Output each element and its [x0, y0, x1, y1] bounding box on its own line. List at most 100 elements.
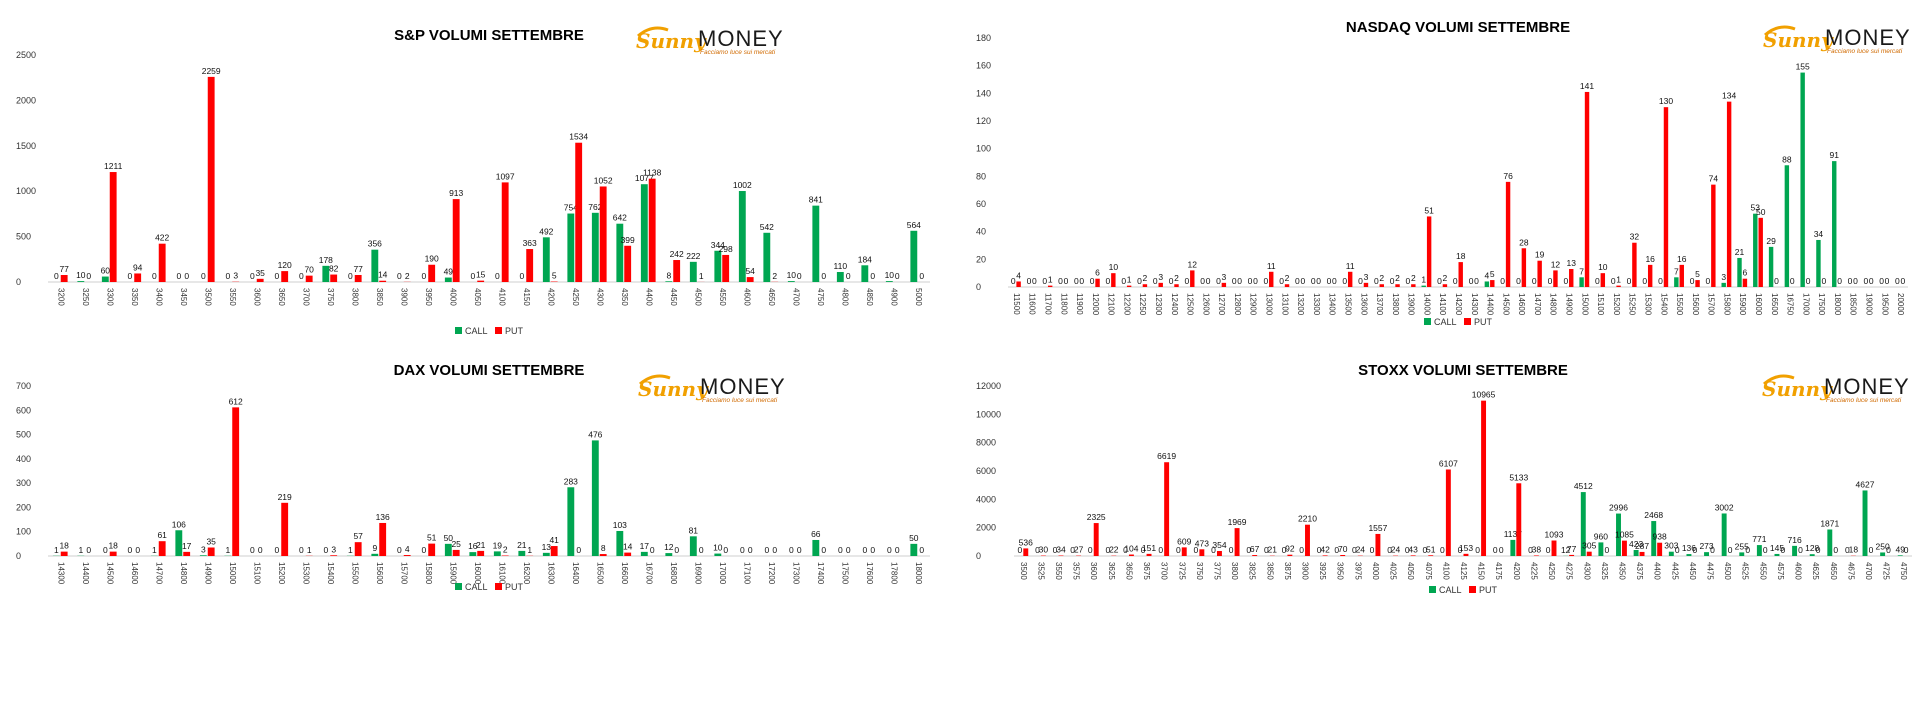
nasdaq-bar-put: [1411, 284, 1416, 287]
nasdaq-bar-call: [1579, 277, 1584, 287]
dax-y-tick-label: 700: [16, 381, 31, 391]
dax-data-label-put: 18: [108, 541, 118, 551]
stoxx-data-label-put: 2210: [1298, 514, 1317, 524]
dax-category-label: 15000: [228, 562, 237, 585]
sp-category-label: 4050: [473, 288, 482, 306]
dax-category-label: 16200: [522, 562, 531, 585]
nasdaq-category-label: 15000: [1580, 293, 1589, 316]
stoxx-data-label-put: 0: [1781, 545, 1786, 555]
sp-data-label-call: 0: [176, 271, 181, 281]
stoxx-category-label: 4200: [1512, 562, 1521, 580]
nasdaq-category-label: 11700: [1043, 293, 1052, 315]
dax-bar-put: [624, 552, 632, 556]
nasdaq-data-label-call: 0: [1342, 276, 1347, 286]
stoxx-data-label-put: 0: [1604, 545, 1609, 555]
nasdaq-data-label-call: 21: [1735, 247, 1745, 257]
stoxx-bar-put: [1128, 554, 1134, 556]
nasdaq-bar-put: [1347, 271, 1353, 287]
sp-data-label-put: 1097: [496, 171, 515, 181]
stoxx-data-label-call: 0: [1229, 545, 1234, 555]
sp-data-label-put: 1052: [594, 175, 613, 185]
stoxx-bar-call: [1668, 551, 1674, 556]
sp-data-label-put: 1: [699, 271, 704, 281]
stoxx-data-label-put: 51: [1426, 544, 1436, 554]
stoxx-data-label-put: 43: [1408, 544, 1418, 554]
stoxx-data-label-call: 255: [1735, 541, 1749, 551]
dax-data-label-put: 0: [919, 545, 924, 555]
nasdaq-data-label-put: 10: [1109, 262, 1119, 272]
sp-data-label-put: 54: [745, 266, 755, 276]
nasdaq-data-label-put: 0: [1032, 276, 1037, 286]
sp-bar-put: [134, 273, 142, 282]
sp-data-label-put: 0: [846, 271, 851, 281]
dax-data-label-call: 106: [172, 519, 186, 529]
stoxx-bar-call: [1704, 552, 1710, 556]
nasdaq-data-label-call: 0: [1848, 276, 1853, 286]
stoxx-category-label: 4100: [1441, 562, 1450, 580]
nasdaq-category-label: 12900: [1249, 293, 1258, 316]
stoxx-data-label-call: 0: [1035, 545, 1040, 555]
stoxx-data-label-call: 2468: [1644, 510, 1663, 520]
sp-bar-call: [77, 281, 85, 282]
stoxx-category-label: 4650: [1829, 562, 1838, 580]
stoxx-data-label-call: 250: [1876, 541, 1890, 551]
sp-bar-call: [322, 265, 330, 282]
sp-legend-call-swatch: [455, 327, 462, 334]
sp-data-label-call: 0: [274, 271, 279, 281]
nasdaq-data-label-put: 2: [1411, 273, 1416, 283]
dax-category-label: 17300: [791, 562, 800, 585]
nasdaq-y-tick-label: 80: [976, 171, 986, 181]
stoxx-data-label-call: 0: [1053, 545, 1058, 555]
dax-bar-call: [714, 553, 722, 556]
nasdaq-bar-call: [1737, 257, 1742, 287]
nasdaq-category-label: 15100: [1596, 293, 1605, 316]
nasdaq-bar-call: [1800, 72, 1805, 287]
stoxx-data-label-call: 136: [1682, 543, 1696, 553]
stoxx-category-label: 3850: [1265, 562, 1274, 580]
dax-data-label-call: 0: [764, 545, 769, 555]
dax-category-label: 17200: [767, 562, 776, 585]
nasdaq-data-label-put: 0: [1790, 276, 1795, 286]
sp-data-label-put: 422: [155, 233, 169, 243]
dax-category-label: 14300: [56, 562, 65, 585]
dax-bar-call: [689, 536, 697, 556]
sp-data-label-call: 222: [686, 251, 700, 261]
dax-data-label-put: 2: [503, 545, 508, 555]
sp-data-label-put: 15: [476, 270, 486, 280]
sp-category-label: 4450: [669, 288, 678, 306]
stoxx-data-label-put: 609: [1177, 536, 1191, 546]
dax-category-label: 15400: [326, 562, 335, 585]
sp-bar-put: [501, 182, 509, 282]
stoxx-bar-put: [1164, 462, 1170, 556]
stoxx-bar-put: [1516, 483, 1522, 556]
sp-data-label-put: 1534: [569, 132, 588, 142]
stoxx-category-label: 3575: [1072, 562, 1081, 580]
nasdaq-legend-call-swatch: [1424, 318, 1431, 325]
stoxx-category-label: 4500: [1723, 562, 1732, 580]
nasdaq-data-label-call: 0: [1327, 276, 1332, 286]
stoxx-data-label-put: 24: [1356, 545, 1366, 555]
dax-category-label: 16600: [620, 562, 629, 585]
nasdaq-data-label-put: 0: [1774, 276, 1779, 286]
stoxx-bar-put: [1252, 555, 1258, 556]
sp-bar-call: [567, 213, 575, 282]
stoxx-bar-call: [1598, 542, 1604, 556]
nasdaq-data-label-put: 51: [1424, 205, 1434, 215]
dax-data-label-put: 0: [576, 545, 581, 555]
sun-swoosh-icon: [1763, 374, 1795, 386]
sp-category-label: 4400: [644, 288, 653, 306]
dax-category-label: 16300: [546, 562, 555, 585]
stoxx-bar-call: [1862, 490, 1868, 556]
stoxx-data-label-put: 287: [1635, 541, 1649, 551]
stoxx-bar-call: [1633, 550, 1639, 556]
logo-brand-left: Sunny: [638, 377, 709, 401]
stoxx-category-label: 3500: [1019, 562, 1028, 580]
sp-bar-put: [746, 277, 754, 282]
dax-data-label-put: 0: [772, 545, 777, 555]
dax-data-label-put: 41: [549, 535, 559, 545]
stoxx-bar-put: [1322, 555, 1328, 556]
nasdaq-data-label-put: 16: [1645, 254, 1655, 264]
dax-category-label: 17400: [816, 562, 825, 585]
nasdaq-data-label-call: 0: [1642, 276, 1647, 286]
sp-category-label: 4000: [448, 288, 457, 306]
